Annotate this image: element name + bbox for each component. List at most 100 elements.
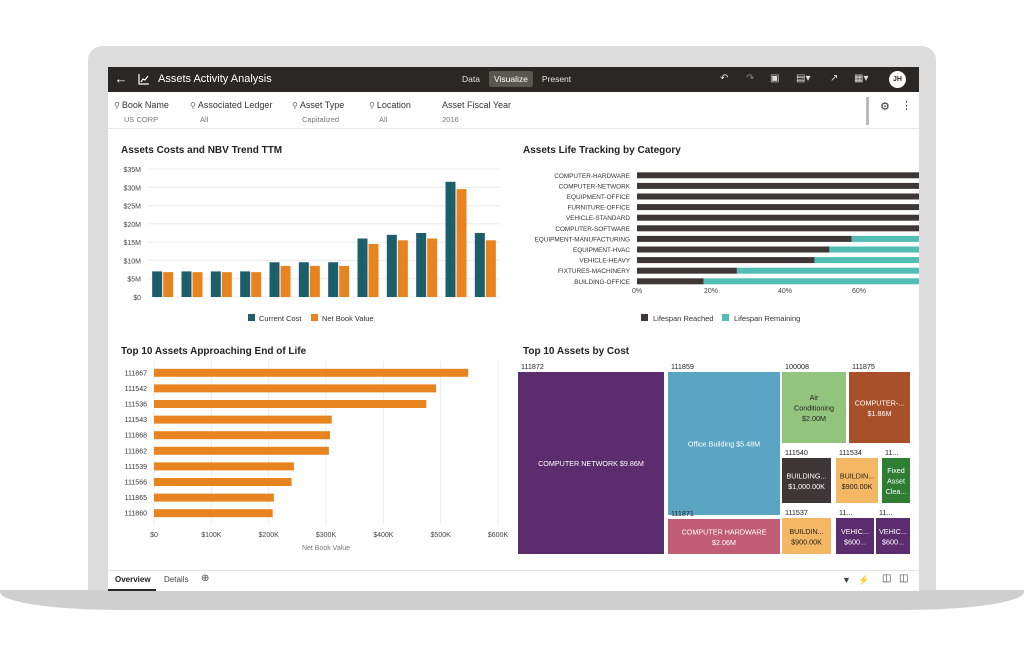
treemap-tile	[876, 518, 910, 554]
comment-menu-icon[interactable]: ▤▾	[796, 73, 811, 84]
filter-scrollbar[interactable]	[866, 97, 869, 125]
x-tick-label: $500K	[431, 532, 452, 539]
tab-present[interactable]: Present	[541, 74, 572, 84]
treemap-header-label: 111534	[839, 448, 862, 457]
bar-net-book-value	[427, 238, 438, 297]
bar-net-book-value	[397, 240, 408, 297]
bar-lifespan-remaining	[703, 278, 919, 285]
bar-current-cost	[152, 271, 163, 297]
x-tick-label: $400K	[373, 532, 394, 539]
right-panel-icon[interactable]: ◫	[899, 573, 909, 584]
treemap-tile	[836, 518, 874, 554]
bar-current-cost	[386, 234, 397, 297]
filter-settings-icon[interactable]: ⚙	[880, 101, 890, 113]
filter-book-name[interactable]: ⚲ Book Name US CORP	[114, 100, 169, 124]
legend-swatch-current-cost	[248, 314, 255, 321]
bar-current-cost	[357, 238, 368, 297]
treemap-tile-label: $2.06M	[712, 538, 736, 547]
filter-value: 2016	[442, 115, 459, 124]
bar-current-cost	[181, 271, 192, 297]
category-label: COMPUTER-SOFTWARE	[555, 226, 630, 233]
asset-id-label: 111536	[125, 402, 147, 409]
y-tick-label: $25M	[123, 204, 141, 211]
asset-id-label: 111867	[125, 370, 147, 377]
category-label: VEHICLE-STANDARD	[566, 215, 631, 222]
bar-lifespan-reached	[637, 278, 704, 285]
treemap-header-label: 100008	[785, 362, 809, 371]
more-options-icon[interactable]: ⋮	[901, 100, 912, 112]
bar-current-cost	[474, 233, 485, 297]
refresh-data-icon[interactable]: ▣	[770, 73, 780, 84]
category-label: FURNITURE-OFFICE	[568, 205, 630, 212]
legend-swatch-net-book-value	[311, 314, 318, 321]
bar-current-cost	[269, 262, 280, 297]
auto-apply-icon[interactable]: ⚡	[858, 575, 870, 585]
bar-net-book-value	[339, 265, 350, 297]
filter-location[interactable]: ⚲ Location All	[369, 100, 411, 124]
chart-icon	[138, 74, 149, 85]
back-arrow-icon[interactable]: ←	[114, 71, 128, 86]
bar-lifespan-reached	[637, 257, 815, 264]
undo-icon[interactable]: ↶	[720, 73, 729, 84]
export-icon[interactable]: ↗	[830, 73, 839, 84]
bar-lifespan-remaining	[736, 267, 919, 274]
filter-associated-ledger[interactable]: ⚲ Associated Ledger All	[190, 100, 272, 124]
filter-icon[interactable]: ▼	[842, 575, 851, 585]
bar-lifespan-reached	[637, 235, 852, 242]
bar-current-cost	[210, 271, 221, 297]
tab-details[interactable]: Details	[164, 575, 189, 584]
tab-overview[interactable]: Overview	[115, 575, 151, 584]
top10-horizontal-bar-chart[interactable]: $0 $100K $200K $300K $400K $500K $600K 111867 11…	[108, 359, 513, 564]
treemap-tile-label: $900.00K	[842, 482, 873, 491]
treemap-header-label: 111871	[671, 509, 694, 518]
bar-net-book-value	[154, 384, 437, 393]
tab-visualize[interactable]: Visualize	[488, 71, 533, 87]
legend-swatch-remaining	[722, 314, 729, 321]
bar-lifespan-remaining	[814, 257, 919, 264]
asset-id-label: 111539	[125, 464, 147, 471]
filter-value: US CORP	[124, 115, 159, 124]
treemap-tile	[668, 519, 780, 554]
y-tick-label: $10M	[123, 258, 141, 265]
asset-id-label: 111868	[125, 433, 147, 440]
bar-net-book-value	[309, 265, 320, 297]
left-panel-icon[interactable]: ◫	[882, 573, 892, 584]
y-tick-label: $20M	[123, 222, 141, 229]
legend-swatch-reached	[641, 314, 648, 321]
bar-current-cost	[240, 271, 251, 297]
treemap-tile-label: $1.86M	[868, 409, 892, 418]
asset-id-label: 111860	[125, 511, 147, 518]
filter-value: Capitalized	[302, 115, 340, 124]
add-canvas-icon[interactable]: ⊕	[201, 573, 210, 584]
filter-asset-type[interactable]: ⚲ Asset Type Capitalized	[292, 100, 344, 124]
treemap-tile-label: Asset	[887, 477, 905, 486]
filter-asset-fiscal-year[interactable]: Asset Fiscal Year 2016	[442, 100, 511, 124]
treemap-tile-label: VEHIC...	[841, 527, 869, 536]
bar-lifespan-remaining	[829, 246, 919, 253]
bar-net-book-value	[221, 272, 232, 297]
treemap-tile	[518, 372, 664, 554]
life-stacked-bar-chart[interactable]: COMPUTER-HARDWARE COMPUTER-NETWORK EQUIPME…	[513, 159, 919, 334]
top-toolbar: ← Assets Activity Analysis Data Visualiz…	[108, 67, 919, 92]
bar-net-book-value	[280, 265, 291, 297]
life-chart-title: Assets Life Tracking by Category	[523, 145, 681, 156]
mode-switcher: Data Visualize Present	[457, 71, 576, 87]
save-menu-icon[interactable]: ▦▾	[854, 73, 869, 84]
y-tick-label: $15M	[123, 240, 141, 247]
filter-label: Asset Fiscal Year	[442, 100, 512, 110]
bar-current-cost	[445, 181, 456, 297]
asset-id-label: 111566	[125, 480, 147, 487]
tab-data[interactable]: Data	[462, 74, 480, 84]
avatar[interactable]: JH	[889, 71, 906, 88]
cost-treemap[interactable]: 111872 COMPUTER NETWORK $9.86M 111859 Offic…	[518, 361, 913, 561]
page-title: Assets Activity Analysis	[158, 73, 272, 85]
category-label: EQUIPMENT-HVAC	[573, 247, 630, 254]
redo-icon[interactable]: ↷	[746, 73, 755, 84]
category-label: BUILDING-OFFICE	[574, 279, 630, 286]
x-tick-label: 20%	[704, 288, 718, 295]
trend-bar-chart[interactable]: $0 $5M $10M $15M $20M $25M $30M $35M Current Cos…	[108, 159, 508, 334]
y-tick-label: $35M	[123, 167, 141, 174]
bar-net-book-value	[154, 415, 332, 424]
legend-label: Lifespan Reached	[653, 314, 713, 323]
treemap-header-label: 111537	[785, 508, 808, 517]
